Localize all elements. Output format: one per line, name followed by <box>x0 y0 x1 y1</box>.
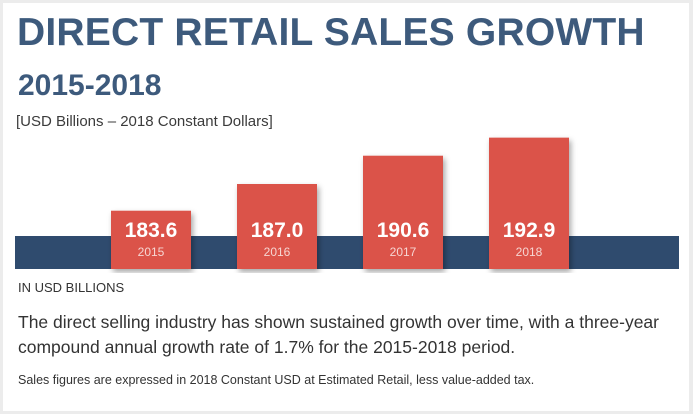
value-label-2016: 187.0 <box>251 219 304 242</box>
category-label-2015: 2015 <box>138 245 165 259</box>
bar-2016 <box>237 184 317 269</box>
chart-subtitle: 2015-2018 <box>18 69 162 102</box>
chart-title: DIRECT RETAIL SALES GROWTH <box>17 11 645 54</box>
value-label-2015: 183.6 <box>125 219 178 242</box>
axis-unit-label: IN USD BILLIONS <box>18 280 125 295</box>
footnote: Sales figures are expressed in 2018 Cons… <box>18 373 535 387</box>
unit-note: [USD Billions – 2018 Constant Dollars] <box>16 113 273 130</box>
bar-chart: 183.6 2015 187.0 2016 190.6 2017 192.9 2018 <box>15 137 679 269</box>
description-text: The direct selling industry has shown su… <box>18 312 659 357</box>
bar-2017 <box>363 155 443 269</box>
category-label-2018: 2018 <box>516 245 543 259</box>
infographic-card: DIRECT RETAIL SALES GROWTH 2015-2018 [US… <box>3 3 689 411</box>
category-label-2017: 2017 <box>390 245 417 259</box>
bar-2015 <box>111 210 191 269</box>
value-label-2018: 192.9 <box>503 219 556 242</box>
category-label-2016: 2016 <box>264 245 291 259</box>
bar-2018 <box>489 137 569 269</box>
value-label-2017: 190.6 <box>377 219 430 242</box>
